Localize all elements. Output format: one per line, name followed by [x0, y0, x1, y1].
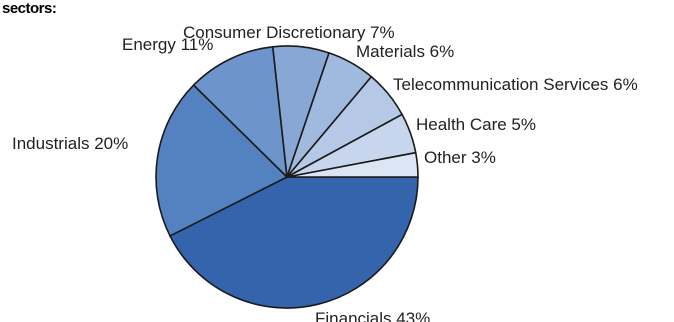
pie-label-other: Other 3%	[424, 148, 496, 167]
pie-slice-industrials	[155, 84, 288, 237]
pie-label-energy: Energy 11%	[122, 35, 213, 54]
pie-labels: Financials 43% Industrials 20% Energy 11%C…	[12, 23, 638, 322]
pie-label-health-care: Health Care 5%	[416, 115, 536, 134]
pie-slice-financials	[169, 176, 419, 309]
pie-label-materials: Materials 6%	[356, 42, 454, 61]
pie-label-financials: Financials 43%	[315, 309, 430, 322]
pie-label-telecommunication-services: Telecommunication Services 6%	[393, 75, 638, 94]
pie-label-industrials: Industrials 20%	[12, 134, 128, 153]
pie-slices	[155, 45, 419, 309]
pie-slice-energy	[192, 45, 288, 178]
pie-label-consumer-discretionary: Consumer Discretionary 7%	[183, 23, 395, 42]
pie-slice-other	[286, 151, 419, 178]
chart-heading: sectors:	[2, 0, 57, 17]
